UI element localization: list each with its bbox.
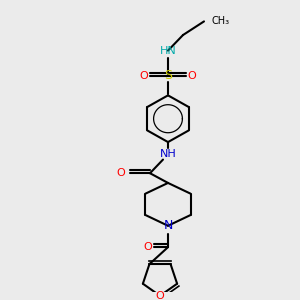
Text: O: O <box>188 71 196 81</box>
Text: O: O <box>144 242 152 252</box>
Text: NH: NH <box>160 149 176 159</box>
Text: CH₃: CH₃ <box>212 16 230 26</box>
Text: O: O <box>140 71 148 81</box>
Text: O: O <box>117 168 125 178</box>
Text: HN: HN <box>160 46 176 56</box>
Text: S: S <box>164 69 172 82</box>
Text: N: N <box>163 219 173 232</box>
Text: O: O <box>156 291 164 300</box>
